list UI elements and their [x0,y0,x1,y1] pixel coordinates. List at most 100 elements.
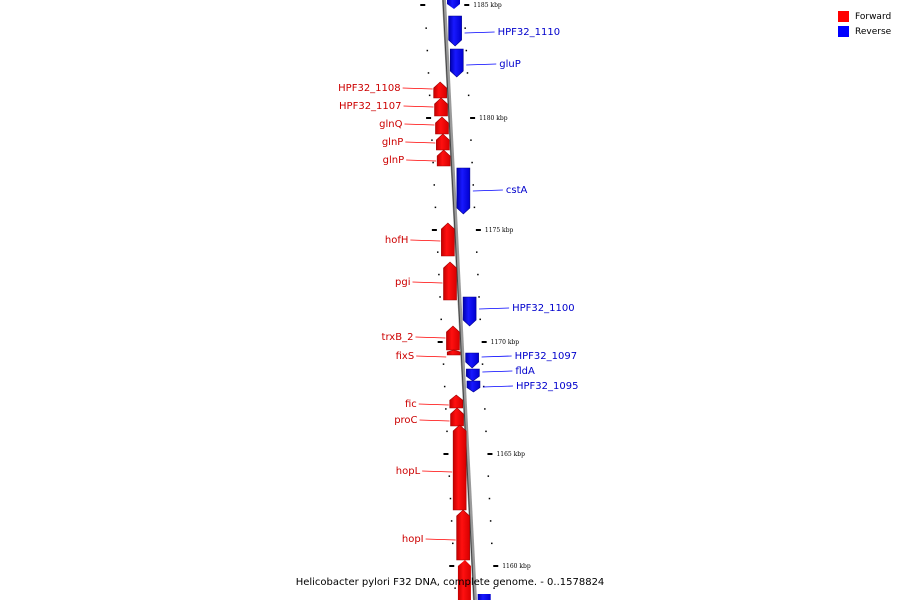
gene-arrow-csta[interactable] [456,167,471,215]
scale-minor-tick [439,296,441,298]
scale-minor-tick [448,475,451,477]
gene-arrow-trxb-2[interactable] [446,325,460,351]
scale-minor-tick [488,497,491,500]
gene-arrow-proc[interactable] [450,407,464,427]
forward-swatch [838,11,849,22]
gene-label[interactable]: fixS [396,351,415,362]
gene-arrow-hpf32-1100[interactable] [462,296,477,327]
gene-label[interactable]: glnP [383,155,405,166]
scale-minor-tick [479,318,481,321]
scale-minor-tick [473,206,476,209]
gene-label[interactable]: fldA [515,366,535,377]
gene-arrow-hpf32-1095[interactable] [466,380,481,393]
gene-label-leader [416,355,447,358]
scale-tick-label: 1160 kbp [502,563,531,570]
gene-label-leader [472,189,503,192]
gene-label[interactable]: proC [394,415,417,426]
gene-label-leader [425,538,456,541]
scale-minor-tick [481,363,484,365]
scale-major-tick [493,565,499,567]
gene-arrow-hpf32-1110[interactable] [448,15,462,47]
scale-minor-tick [465,49,468,52]
gene-label[interactable]: cstA [506,185,528,196]
gene-label-leader [412,281,443,284]
scale-major-tick [426,117,432,119]
scale-tick-label: 1185 kbp [473,2,502,9]
scale-minor-tick [489,520,492,522]
scale-tick-label: 1165 kbp [496,451,525,458]
scale-minor-tick [436,251,439,253]
gene-arrow-flda[interactable] [466,368,480,382]
scale-minor-tick [426,49,429,52]
gene-label[interactable]: glnP [382,137,404,148]
gene-arrow-glup[interactable] [449,48,464,78]
scale-minor-tick [427,72,430,74]
gene-label-leader [404,123,435,126]
scale-minor-tick [464,27,466,29]
scale-minor-tick [442,363,445,365]
scale-minor-tick [425,27,427,29]
scale-minor-tick [475,251,478,253]
scale-tick-label: 1180 kbp [479,115,508,122]
gene-label[interactable]: HPF32_1097 [515,351,577,362]
gene-label-leader [403,105,434,108]
gene-label-leader [422,470,453,473]
gene-arrow-glnq[interactable] [435,116,449,135]
gene-arrow-fic[interactable] [449,394,464,409]
legend-item-reverse[interactable]: Reverse [838,24,891,39]
gene-label[interactable]: hopI [402,534,424,545]
gene-label[interactable]: HPF32_1095 [516,381,578,392]
gene-arrow-glnp[interactable] [436,149,451,167]
gene-label[interactable]: hofH [385,235,409,246]
gene-label-leader [415,336,446,339]
gene-arrow-hpf32-1097[interactable] [465,352,479,369]
gene-label-leader [418,403,449,406]
scale-minor-tick [433,184,436,186]
gene-arrow-partial-top[interactable] [447,0,460,9]
gene-arrow-hofh[interactable] [441,222,455,257]
reverse-swatch [838,26,849,37]
gene-label[interactable]: pgi [395,277,410,288]
legend-item-forward[interactable]: Forward [838,9,891,24]
gene-label-leader [410,239,441,242]
gene-label[interactable]: hopL [396,466,421,477]
scale-major-tick [470,117,476,119]
scale-minor-tick [470,139,472,141]
scale-minor-tick [445,408,447,410]
gene-arrow-fixs[interactable] [446,349,461,356]
genome-backbone-edge [442,0,475,601]
scale-minor-tick [434,206,437,209]
scale-major-tick [464,4,470,6]
scale-minor-tick [472,184,475,186]
scale-minor-tick [443,385,446,388]
scale-minor-tick [428,94,431,97]
gene-arrow-hpf32-1107[interactable] [434,97,448,117]
scale-minor-tick [432,161,434,164]
gene-label[interactable]: gluP [499,59,521,70]
gene-label[interactable]: HPF32_1108 [338,83,400,94]
gene-arrow-hopi[interactable] [456,509,470,561]
gene-arrow-pgi[interactable] [443,261,457,301]
scale-minor-tick [438,273,440,276]
gene-arrow-partial-bottom-reverse[interactable] [477,594,491,600]
gene-label[interactable]: glnQ [379,119,402,130]
gene-arrow-hpf32-1108[interactable] [433,81,447,99]
gene-label-leader [479,307,510,310]
scale-major-tick [443,453,449,455]
gene-arrow-glnp[interactable] [436,133,450,151]
gene-arrow-partial-bottom[interactable] [457,560,471,600]
gene-label-leader [466,63,497,66]
legend-label-reverse: Reverse [855,26,892,37]
gene-label-leader [402,87,433,90]
gene-label[interactable]: fic [405,399,417,410]
scale-minor-tick [466,72,469,74]
gene-label[interactable]: HPF32_1100 [512,303,574,314]
gene-arrow-hopl[interactable] [452,424,467,511]
gene-label[interactable]: trxB_2 [382,332,414,343]
gene-label[interactable]: HPF32_1107 [339,101,401,112]
gene-label-leader [482,370,513,373]
gene-label[interactable]: HPF32_1110 [498,27,560,38]
scale-minor-tick [491,542,493,545]
